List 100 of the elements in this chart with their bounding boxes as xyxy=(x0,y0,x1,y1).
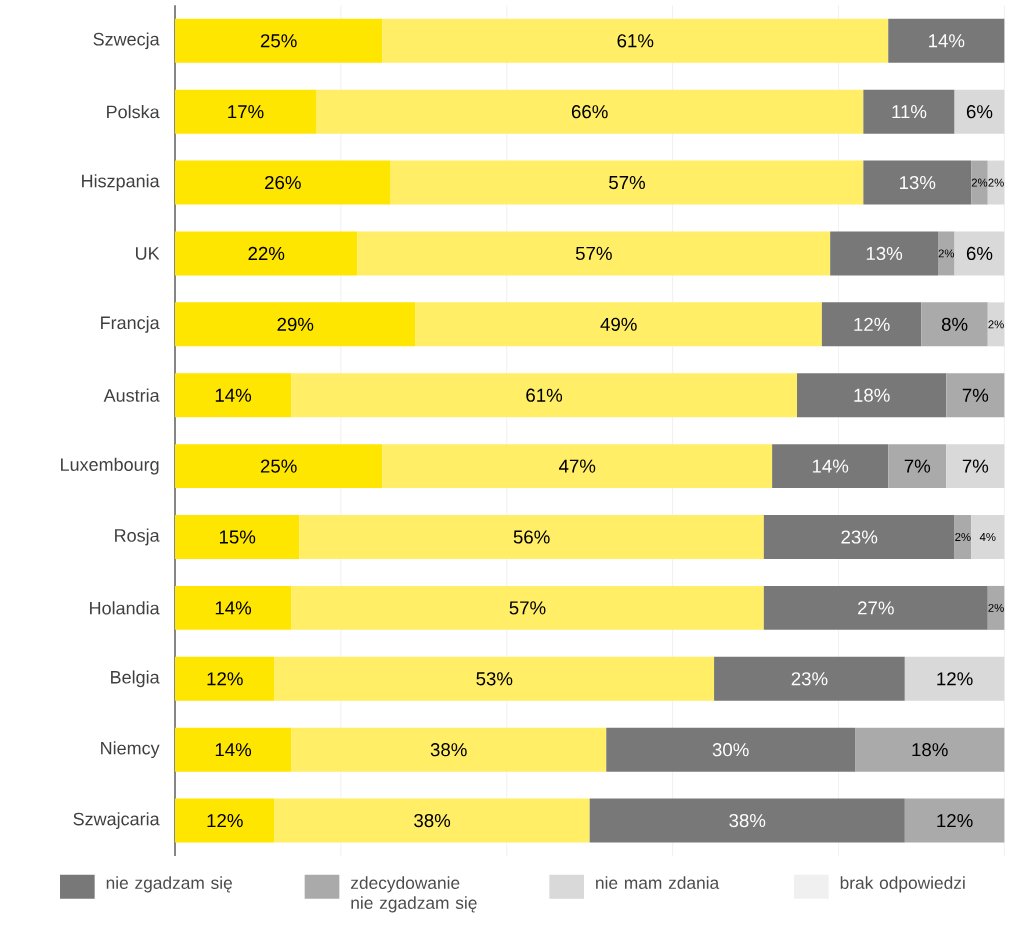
bar xyxy=(175,656,275,701)
data-label: 14% xyxy=(812,459,849,473)
data-label: 29% xyxy=(277,317,314,331)
bar xyxy=(175,798,275,843)
data-label: 6% xyxy=(966,105,993,119)
bar xyxy=(904,656,1005,701)
y-tick-label: Polska xyxy=(107,105,160,119)
bar xyxy=(987,160,1005,205)
bar xyxy=(797,373,947,418)
y-tick-label: Austria xyxy=(103,388,160,402)
bar xyxy=(938,231,955,276)
y-tick-label: Luxembourg xyxy=(61,457,159,475)
y-tick-label: Belgia xyxy=(111,670,160,688)
bar xyxy=(274,798,590,843)
data-label: 53% xyxy=(476,672,513,686)
bar xyxy=(821,302,922,347)
bar xyxy=(175,373,292,418)
bar xyxy=(175,515,300,559)
bar xyxy=(415,302,822,347)
data-label: 2% xyxy=(988,603,1004,612)
data-label: 61% xyxy=(526,388,563,402)
bar xyxy=(830,231,938,276)
bar xyxy=(606,727,856,772)
data-label: 12% xyxy=(937,813,973,828)
bar xyxy=(946,373,1005,418)
data-label: 6% xyxy=(966,246,993,261)
bar xyxy=(954,231,1005,276)
data-label: 14% xyxy=(215,388,252,402)
bar xyxy=(175,160,391,205)
data-label: 38% xyxy=(414,813,451,828)
bar xyxy=(274,656,715,701)
bar xyxy=(921,302,988,347)
legend-label: brak odpowiedzi xyxy=(840,876,965,893)
bar xyxy=(971,160,988,205)
data-label: 12% xyxy=(207,813,243,828)
data-label: 27% xyxy=(858,601,894,615)
data-label: 12% xyxy=(854,317,890,331)
legend-label: zdecydowanie nie zgadzam się xyxy=(350,876,477,913)
bar xyxy=(175,89,316,134)
data-label: 4% xyxy=(979,533,996,541)
legend-label: nie mam zdania xyxy=(596,876,720,889)
y-tick-label: Hiszpania xyxy=(82,174,160,191)
data-label: 49% xyxy=(600,317,637,331)
bar xyxy=(863,89,955,134)
bar xyxy=(357,231,831,276)
bar xyxy=(763,515,955,559)
bar xyxy=(175,444,383,489)
data-label: 17% xyxy=(228,105,264,119)
data-label: 7% xyxy=(904,459,931,473)
data-label: 2% xyxy=(955,533,971,541)
y-tick-label: UK xyxy=(136,247,160,260)
bar xyxy=(763,585,988,630)
data-label: 14% xyxy=(215,601,252,615)
y-tick-label: Szwecja xyxy=(93,32,160,50)
legend-label: nie zgadzam się xyxy=(106,876,232,893)
data-label: 26% xyxy=(265,175,301,190)
data-label: 38% xyxy=(729,813,766,828)
bar xyxy=(888,18,1005,63)
data-label: 57% xyxy=(509,601,546,615)
bar xyxy=(772,444,889,489)
data-label: 2% xyxy=(938,249,955,258)
data-label: 23% xyxy=(791,672,828,686)
data-label: 23% xyxy=(841,530,878,544)
bar xyxy=(987,585,1005,630)
data-label: 11% xyxy=(892,105,927,119)
bar xyxy=(987,302,1005,347)
bar xyxy=(390,160,864,205)
data-label: 14% xyxy=(215,743,252,757)
bar xyxy=(315,89,864,134)
y-tick-label: Holandia xyxy=(90,601,160,615)
data-label: 57% xyxy=(575,246,612,261)
data-label: 2% xyxy=(971,178,988,187)
bar xyxy=(175,231,358,276)
data-label: 25% xyxy=(260,459,297,473)
bar xyxy=(954,515,972,559)
data-label: 25% xyxy=(260,34,297,48)
bar xyxy=(291,585,764,630)
data-label: 30% xyxy=(712,743,749,757)
y-tick-label: Szwajcaria xyxy=(73,812,160,829)
bar xyxy=(904,798,1005,843)
data-label: 14% xyxy=(929,34,965,48)
data-label: 13% xyxy=(900,175,936,190)
data-label: 47% xyxy=(558,459,596,473)
data-label: 12% xyxy=(937,672,973,686)
bar xyxy=(589,798,905,843)
bar xyxy=(855,727,1005,772)
data-label: 56% xyxy=(513,530,550,544)
data-label: 22% xyxy=(248,246,285,261)
bar xyxy=(175,18,383,63)
bar xyxy=(954,89,1005,134)
bar xyxy=(291,373,798,418)
data-label: 2% xyxy=(988,320,1004,329)
bar xyxy=(714,656,905,701)
bar xyxy=(971,515,1005,559)
data-label: 13% xyxy=(866,246,903,261)
data-label: 18% xyxy=(912,743,948,757)
bar xyxy=(299,515,764,559)
data-label: 61% xyxy=(617,34,654,48)
y-tick-label: Niemcy xyxy=(101,741,160,759)
data-label: 15% xyxy=(219,530,256,544)
